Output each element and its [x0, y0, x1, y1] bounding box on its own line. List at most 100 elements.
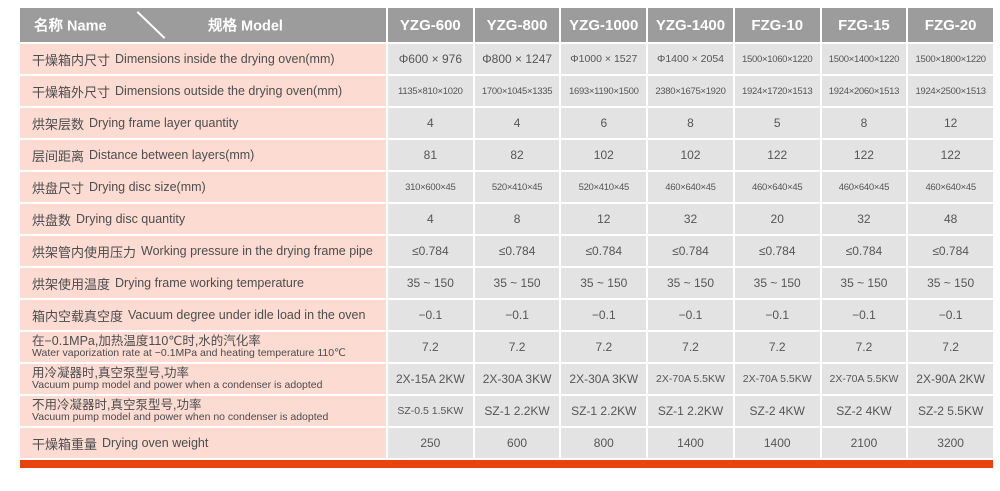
spec-row-label: 在−0.1MPa,加热温度110℃时,水的汽化率 Water vaporizati… [20, 332, 386, 362]
label-english: Dimensions inside the drying oven(mm) [115, 52, 335, 66]
col-header-yzg-800: YZG-800 [474, 8, 560, 42]
spec-value-cell: Φ600 × 976 [388, 44, 473, 74]
spec-value-cell: 7.2 [734, 332, 820, 362]
label-english: Drying disc size(mm) [89, 180, 206, 194]
label-english: Dimensions outside the drying oven(mm) [115, 84, 343, 98]
spec-value-cell: SZ-1 2.2KW [648, 396, 733, 426]
spec-value-cell: 1400 [648, 428, 733, 458]
spec-value-cell: 4 [388, 108, 473, 138]
spec-value-cell: 2X-90A 2KW [908, 364, 993, 394]
spec-value-cell: 82 [474, 140, 560, 170]
spec-row-label: 层间距离 Distance between layers(mm) [20, 140, 386, 170]
spec-row-label: 箱内空载真空度 Vacuum degree under idle load in … [20, 300, 386, 330]
spec-row-label: 干燥箱外尺寸 Dimensions outside the drying oven… [20, 76, 386, 106]
spec-value-cell: 2380×1675×1920 [648, 76, 733, 106]
label-chinese: 箱内空载真空度 [32, 308, 124, 324]
spec-value-cell: 1400 [734, 428, 820, 458]
label-english: Working pressure in the drying frame pip… [141, 244, 373, 258]
spec-value-cell: −0.1 [734, 300, 820, 330]
spec-row-label: 用冷凝器时,真空泵型号,功率 Vacuum pump model and powe… [20, 364, 386, 394]
label-english: Drying oven weight [102, 436, 209, 450]
label-chinese: 干燥箱重量 [32, 436, 98, 452]
name-header-label: 名称 Name [34, 18, 107, 35]
spec-value-cell: 460×640×45 [908, 172, 993, 202]
col-header-yzg-1400: YZG-1400 [648, 8, 733, 42]
label-english: Drying disc quantity [76, 212, 186, 226]
spec-value-cell: 2X-30A 3KW [561, 364, 647, 394]
spec-value-cell: 102 [561, 140, 647, 170]
spec-value-cell: 2X-70A 5.5KW [821, 364, 907, 394]
spec-value-cell: 250 [388, 428, 473, 458]
spec-row-label: 烘架使用温度 Drying frame working temperature [20, 268, 386, 298]
spec-value-cell: 1924×2060×1513 [821, 76, 907, 106]
spec-value-cell: −0.1 [388, 300, 473, 330]
spec-value-cell: 12 [908, 108, 993, 138]
accent-underline [20, 460, 993, 468]
col-header-yzg-600: YZG-600 [388, 8, 473, 42]
spec-value-cell: 35 ~ 150 [561, 268, 647, 298]
spec-value-cell: 12 [561, 204, 647, 234]
spec-value-cell: 8 [821, 108, 907, 138]
spec-value-cell: 1693×1190×1500 [561, 76, 647, 106]
spec-value-cell: 35 ~ 150 [388, 268, 473, 298]
spec-value-cell: 4 [388, 204, 473, 234]
spec-value-cell: 2X-70A 5.5KW [648, 364, 733, 394]
spec-value-cell: 8 [648, 108, 733, 138]
spec-value-cell: SZ-1 2.2KW [474, 396, 560, 426]
label-chinese: 烘架使用温度 [32, 276, 111, 292]
label-english: Distance between layers(mm) [89, 148, 255, 162]
label-chinese: 用冷凝器时,真空泵型号,功率 [32, 366, 189, 381]
spec-value-cell: 35 ~ 150 [474, 268, 560, 298]
spec-value-cell: 122 [821, 140, 907, 170]
spec-row-label: 干燥箱内尺寸 Dimensions inside the drying oven(… [20, 44, 386, 74]
spec-row-label: 不用冷凝器时,真空泵型号,功率 Vacuum pump model and pow… [20, 396, 386, 426]
spec-value-cell: 8 [474, 204, 560, 234]
spec-value-cell: 800 [561, 428, 647, 458]
spec-value-cell: −0.1 [648, 300, 733, 330]
spec-value-cell: 520×410×45 [561, 172, 647, 202]
spec-value-cell: 1500×1060×1220 [734, 44, 820, 74]
spec-row-label: 干燥箱重量 Drying oven weight [20, 428, 386, 458]
label-chinese: 烘盘数 [32, 212, 72, 228]
spec-value-cell: 2X-30A 3KW [474, 364, 560, 394]
spec-value-cell: 122 [908, 140, 993, 170]
spec-value-cell: SZ-1 2.2KW [561, 396, 647, 426]
label-english: Vacuum degree under idle load in the ove… [128, 308, 366, 322]
spec-value-cell: SZ-2 4KW [734, 396, 820, 426]
spec-value-cell: SZ-2 4KW [821, 396, 907, 426]
spec-value-cell: 32 [648, 204, 733, 234]
spec-value-cell: −0.1 [908, 300, 993, 330]
spec-value-cell: −0.1 [474, 300, 560, 330]
label-english: Drying frame working temperature [115, 276, 304, 290]
spec-value-cell: 1500×1800×1220 [908, 44, 993, 74]
spec-value-cell: 2X-70A 5.5KW [734, 364, 820, 394]
spec-value-cell: 5 [734, 108, 820, 138]
label-english: Vacuum pump model and power when a conde… [32, 379, 323, 392]
label-chinese: 烘架层数 [32, 116, 85, 132]
spec-value-cell: 102 [648, 140, 733, 170]
spec-value-cell: 2100 [821, 428, 907, 458]
spec-value-cell: 1924×2500×1513 [908, 76, 993, 106]
label-chinese: 层间距离 [32, 148, 85, 164]
col-header-fzg-15: FZG-15 [821, 8, 907, 42]
spec-value-cell: ≤0.784 [474, 236, 560, 266]
corner-header-cell: 名称 Name 规格 Model [20, 8, 386, 42]
spec-value-cell: 7.2 [648, 332, 733, 362]
spec-value-cell: 122 [734, 140, 820, 170]
spec-value-cell: ≤0.784 [388, 236, 473, 266]
spec-value-cell: 35 ~ 150 [821, 268, 907, 298]
spec-value-cell: 4 [474, 108, 560, 138]
spec-value-cell: Φ800 × 1247 [474, 44, 560, 74]
spec-value-cell: 600 [474, 428, 560, 458]
col-header-fzg-10: FZG-10 [734, 8, 820, 42]
spec-table: 名称 Name 规格 Model YZG-600 YZG-800 YZG-1000 Y… [20, 8, 993, 458]
spec-row-label: 烘架管内使用压力 Working pressure in the drying f… [20, 236, 386, 266]
spec-value-cell: ≤0.784 [908, 236, 993, 266]
spec-value-cell: 81 [388, 140, 473, 170]
spec-value-cell: ≤0.784 [821, 236, 907, 266]
spec-value-cell: SZ-0.5 1.5KW [388, 396, 473, 426]
spec-value-cell: 310×600×45 [388, 172, 473, 202]
spec-value-cell: 1135×810×1020 [388, 76, 473, 106]
spec-value-cell: −0.1 [561, 300, 647, 330]
label-chinese: 不用冷凝器时,真空泵型号,功率 [32, 398, 202, 413]
